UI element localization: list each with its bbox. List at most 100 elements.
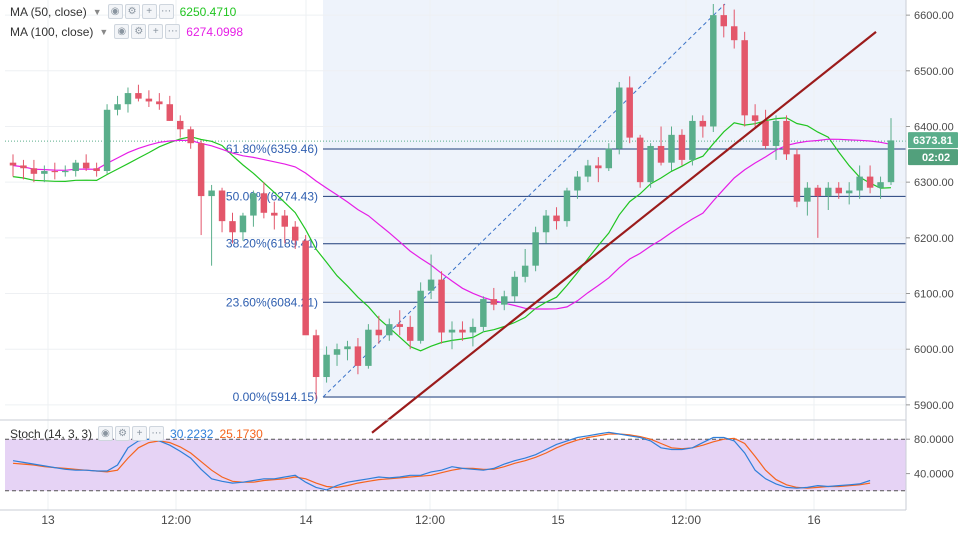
chevron-down-icon[interactable]: ▼ bbox=[99, 26, 109, 37]
more-icon[interactable]: ⋯ bbox=[165, 24, 181, 39]
ma50-legend: MA (50, close) ▼ ◉ ⚙ + ⋯ 6250.4710 bbox=[10, 4, 236, 19]
time-tick-label: 14 bbox=[299, 513, 313, 527]
time-tick-label: 13 bbox=[41, 513, 55, 527]
more-icon[interactable]: ⋯ bbox=[158, 4, 174, 19]
candle-body bbox=[281, 215, 289, 227]
gear-icon[interactable]: ⚙ bbox=[131, 24, 147, 39]
price-tick-label: 6500.00 bbox=[914, 66, 954, 78]
candle-body bbox=[354, 346, 362, 366]
price-badge bbox=[908, 132, 958, 149]
plus-icon[interactable]: + bbox=[148, 24, 164, 39]
candle bbox=[229, 212, 236, 244]
candle-body bbox=[302, 240, 309, 336]
candle bbox=[793, 148, 801, 208]
candle bbox=[835, 182, 842, 199]
candle bbox=[386, 318, 393, 341]
candle-body bbox=[772, 120, 780, 146]
candle-body bbox=[323, 354, 330, 378]
candle-body bbox=[218, 190, 226, 222]
candle-body bbox=[291, 226, 299, 241]
candle bbox=[720, 4, 728, 38]
candle-body bbox=[459, 329, 466, 333]
candle-body bbox=[521, 265, 529, 277]
fib-level-label: 23.60%(6084.21) bbox=[226, 295, 318, 309]
candle bbox=[762, 109, 769, 149]
candle-body bbox=[699, 120, 707, 127]
candle bbox=[814, 184, 822, 238]
candle bbox=[124, 87, 132, 113]
candle-body bbox=[103, 109, 111, 172]
candle bbox=[354, 338, 362, 375]
candle bbox=[208, 184, 215, 266]
candle bbox=[668, 126, 675, 172]
time-tick-label: 12:00 bbox=[161, 513, 191, 527]
candle-body bbox=[814, 187, 822, 197]
candle bbox=[375, 315, 383, 344]
candle-body bbox=[156, 101, 163, 105]
plus-icon[interactable]: + bbox=[141, 4, 157, 19]
fib-level-label: 61.80%(6359.46) bbox=[226, 142, 318, 156]
timer-badge-label: 02:02 bbox=[922, 152, 950, 164]
candle bbox=[291, 221, 299, 249]
candle-body bbox=[375, 329, 383, 336]
candle-body bbox=[41, 171, 48, 174]
candle-body bbox=[124, 93, 132, 105]
gear-icon[interactable]: ⚙ bbox=[115, 426, 131, 441]
candle bbox=[563, 187, 571, 227]
candle-body bbox=[406, 326, 414, 341]
candle-body bbox=[553, 215, 560, 222]
chevron-down-icon[interactable]: ▼ bbox=[92, 6, 102, 17]
candle bbox=[438, 271, 445, 344]
eye-icon[interactable]: ◉ bbox=[98, 426, 114, 441]
candle bbox=[166, 95, 174, 121]
candle bbox=[417, 282, 424, 344]
candle-body bbox=[82, 162, 90, 169]
candle bbox=[323, 346, 330, 383]
candle-body bbox=[657, 145, 665, 163]
candle bbox=[72, 159, 79, 177]
candle bbox=[615, 81, 623, 155]
price-tick-label: 6200.00 bbox=[914, 233, 954, 245]
ma100-value: 6274.0998 bbox=[186, 24, 244, 39]
candle bbox=[281, 210, 289, 244]
candle-body bbox=[438, 279, 445, 333]
fib-level-label: 50.00%(6274.43) bbox=[226, 189, 318, 203]
candle-body bbox=[804, 187, 811, 202]
candle bbox=[459, 321, 466, 341]
more-icon[interactable]: ⋯ bbox=[149, 426, 165, 441]
candle bbox=[511, 271, 518, 302]
candle-body bbox=[166, 104, 174, 121]
candle bbox=[480, 296, 487, 333]
candle-body bbox=[584, 165, 592, 177]
candle bbox=[260, 182, 268, 219]
candle-body bbox=[490, 299, 498, 305]
eye-icon[interactable]: ◉ bbox=[107, 4, 123, 19]
candle-body bbox=[501, 296, 508, 305]
candle-body bbox=[887, 140, 895, 183]
ma50-label: MA (50, close) bbox=[10, 4, 87, 19]
candle-body bbox=[710, 15, 717, 127]
stoch-tick-label: 40.0000 bbox=[914, 469, 954, 481]
candle bbox=[82, 154, 90, 172]
candle-body bbox=[626, 87, 633, 138]
candle-body bbox=[480, 299, 487, 327]
ma100-label: MA (100, close) bbox=[10, 24, 94, 39]
candle-body bbox=[197, 143, 205, 197]
candle-body bbox=[647, 145, 654, 183]
candle-body bbox=[762, 120, 769, 146]
candle bbox=[187, 126, 194, 149]
candle-body bbox=[856, 176, 863, 191]
candle-body bbox=[689, 120, 696, 160]
candle bbox=[636, 134, 644, 188]
candle bbox=[41, 165, 48, 183]
plus-icon[interactable]: + bbox=[132, 426, 148, 441]
candle bbox=[62, 165, 69, 177]
candle-body bbox=[751, 115, 759, 121]
gear-icon[interactable]: ⚙ bbox=[124, 4, 140, 19]
eye-icon[interactable]: ◉ bbox=[114, 24, 130, 39]
candle bbox=[542, 210, 550, 244]
candle-body bbox=[448, 329, 456, 333]
candle bbox=[218, 187, 226, 233]
candle bbox=[804, 182, 811, 216]
